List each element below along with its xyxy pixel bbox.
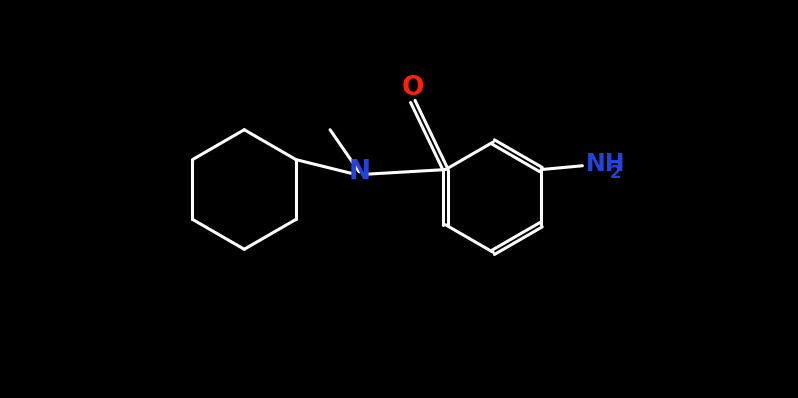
Text: 2: 2: [610, 164, 621, 181]
Text: N: N: [348, 159, 370, 185]
Text: O: O: [401, 74, 424, 101]
Text: NH: NH: [586, 152, 625, 176]
